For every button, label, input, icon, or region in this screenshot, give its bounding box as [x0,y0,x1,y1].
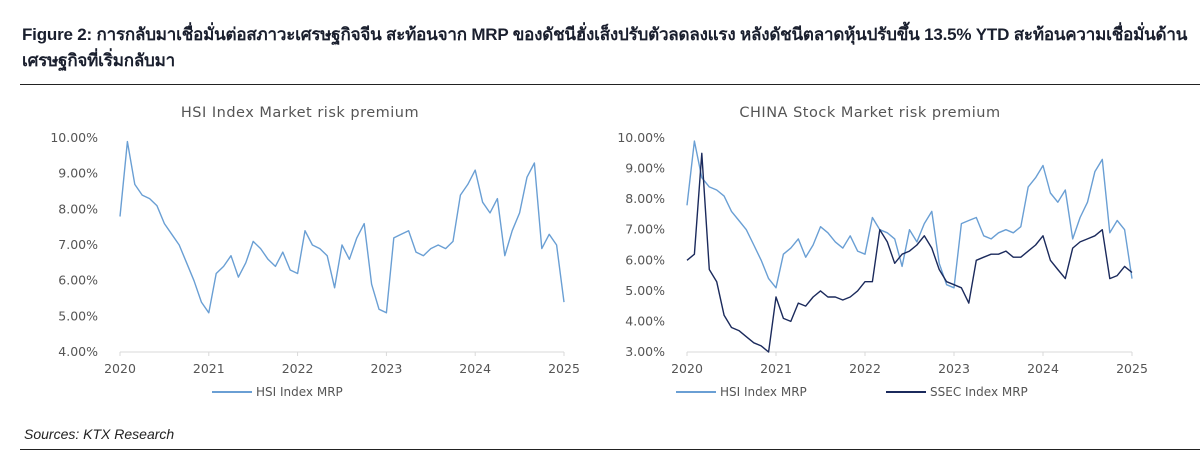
y-tick-label: 4.00% [58,344,98,359]
y-tick-label: 9.00% [58,166,98,181]
legend-label: SSEC Index MRP [930,385,1028,399]
y-tick-label: 6.00% [58,273,98,288]
x-tick-label: 2024 [459,361,491,376]
series-line-hsi-index-mrp [686,140,1133,289]
y-tick-label: 3.00% [625,344,665,359]
series-line-hsi-index-mrp [119,140,565,314]
y-tick-label: 8.00% [58,201,98,216]
hsi-mrp-chart: HSI Index Market risk premium 10.00% 9.00%… [50,105,580,399]
legend-label: HSI Index MRP [256,385,343,399]
y-tick-label: 10.00% [50,130,98,145]
x-tick-label: 2020 [671,361,703,376]
y-tick-label: 10.00% [617,130,665,145]
bottom-divider [20,449,1200,450]
china-mrp-chart: CHINA Stock Market risk premium 10.00% 9.0… [617,105,1148,399]
legend-label: HSI Index MRP [720,385,807,399]
x-tick-label: 2021 [760,361,792,376]
x-tick-label: 2021 [193,361,225,376]
x-tick-label: 2023 [370,361,402,376]
y-tick-label: 4.00% [625,313,665,328]
y-tick-label: 5.00% [625,283,665,298]
x-tick-label: 2024 [1027,361,1059,376]
y-tick-label: 8.00% [625,191,665,206]
y-tick-label: 7.00% [625,222,665,237]
x-tick-label: 2025 [1116,361,1148,376]
top-divider [20,84,1200,85]
source-note: Sources: KTX Research [24,426,175,442]
x-tick-label: 2025 [548,361,580,376]
x-tick-label: 2023 [938,361,970,376]
chart-title: HSI Index Market risk premium [181,105,419,121]
y-tick-label: 9.00% [625,161,665,176]
x-tick-label: 2022 [849,361,881,376]
y-tick-label: 6.00% [625,252,665,267]
x-tick-label: 2020 [104,361,136,376]
y-tick-label: 5.00% [58,308,98,323]
x-tick-label: 2022 [282,361,314,376]
series-line-ssec-index-mrp [686,152,1133,353]
chart-title: CHINA Stock Market risk premium [739,105,1000,121]
y-tick-label: 7.00% [58,237,98,252]
figure-title: Figure 2: การกลับมาเชื่อมั่นต่อสภาวะเศรษ… [22,25,1188,70]
